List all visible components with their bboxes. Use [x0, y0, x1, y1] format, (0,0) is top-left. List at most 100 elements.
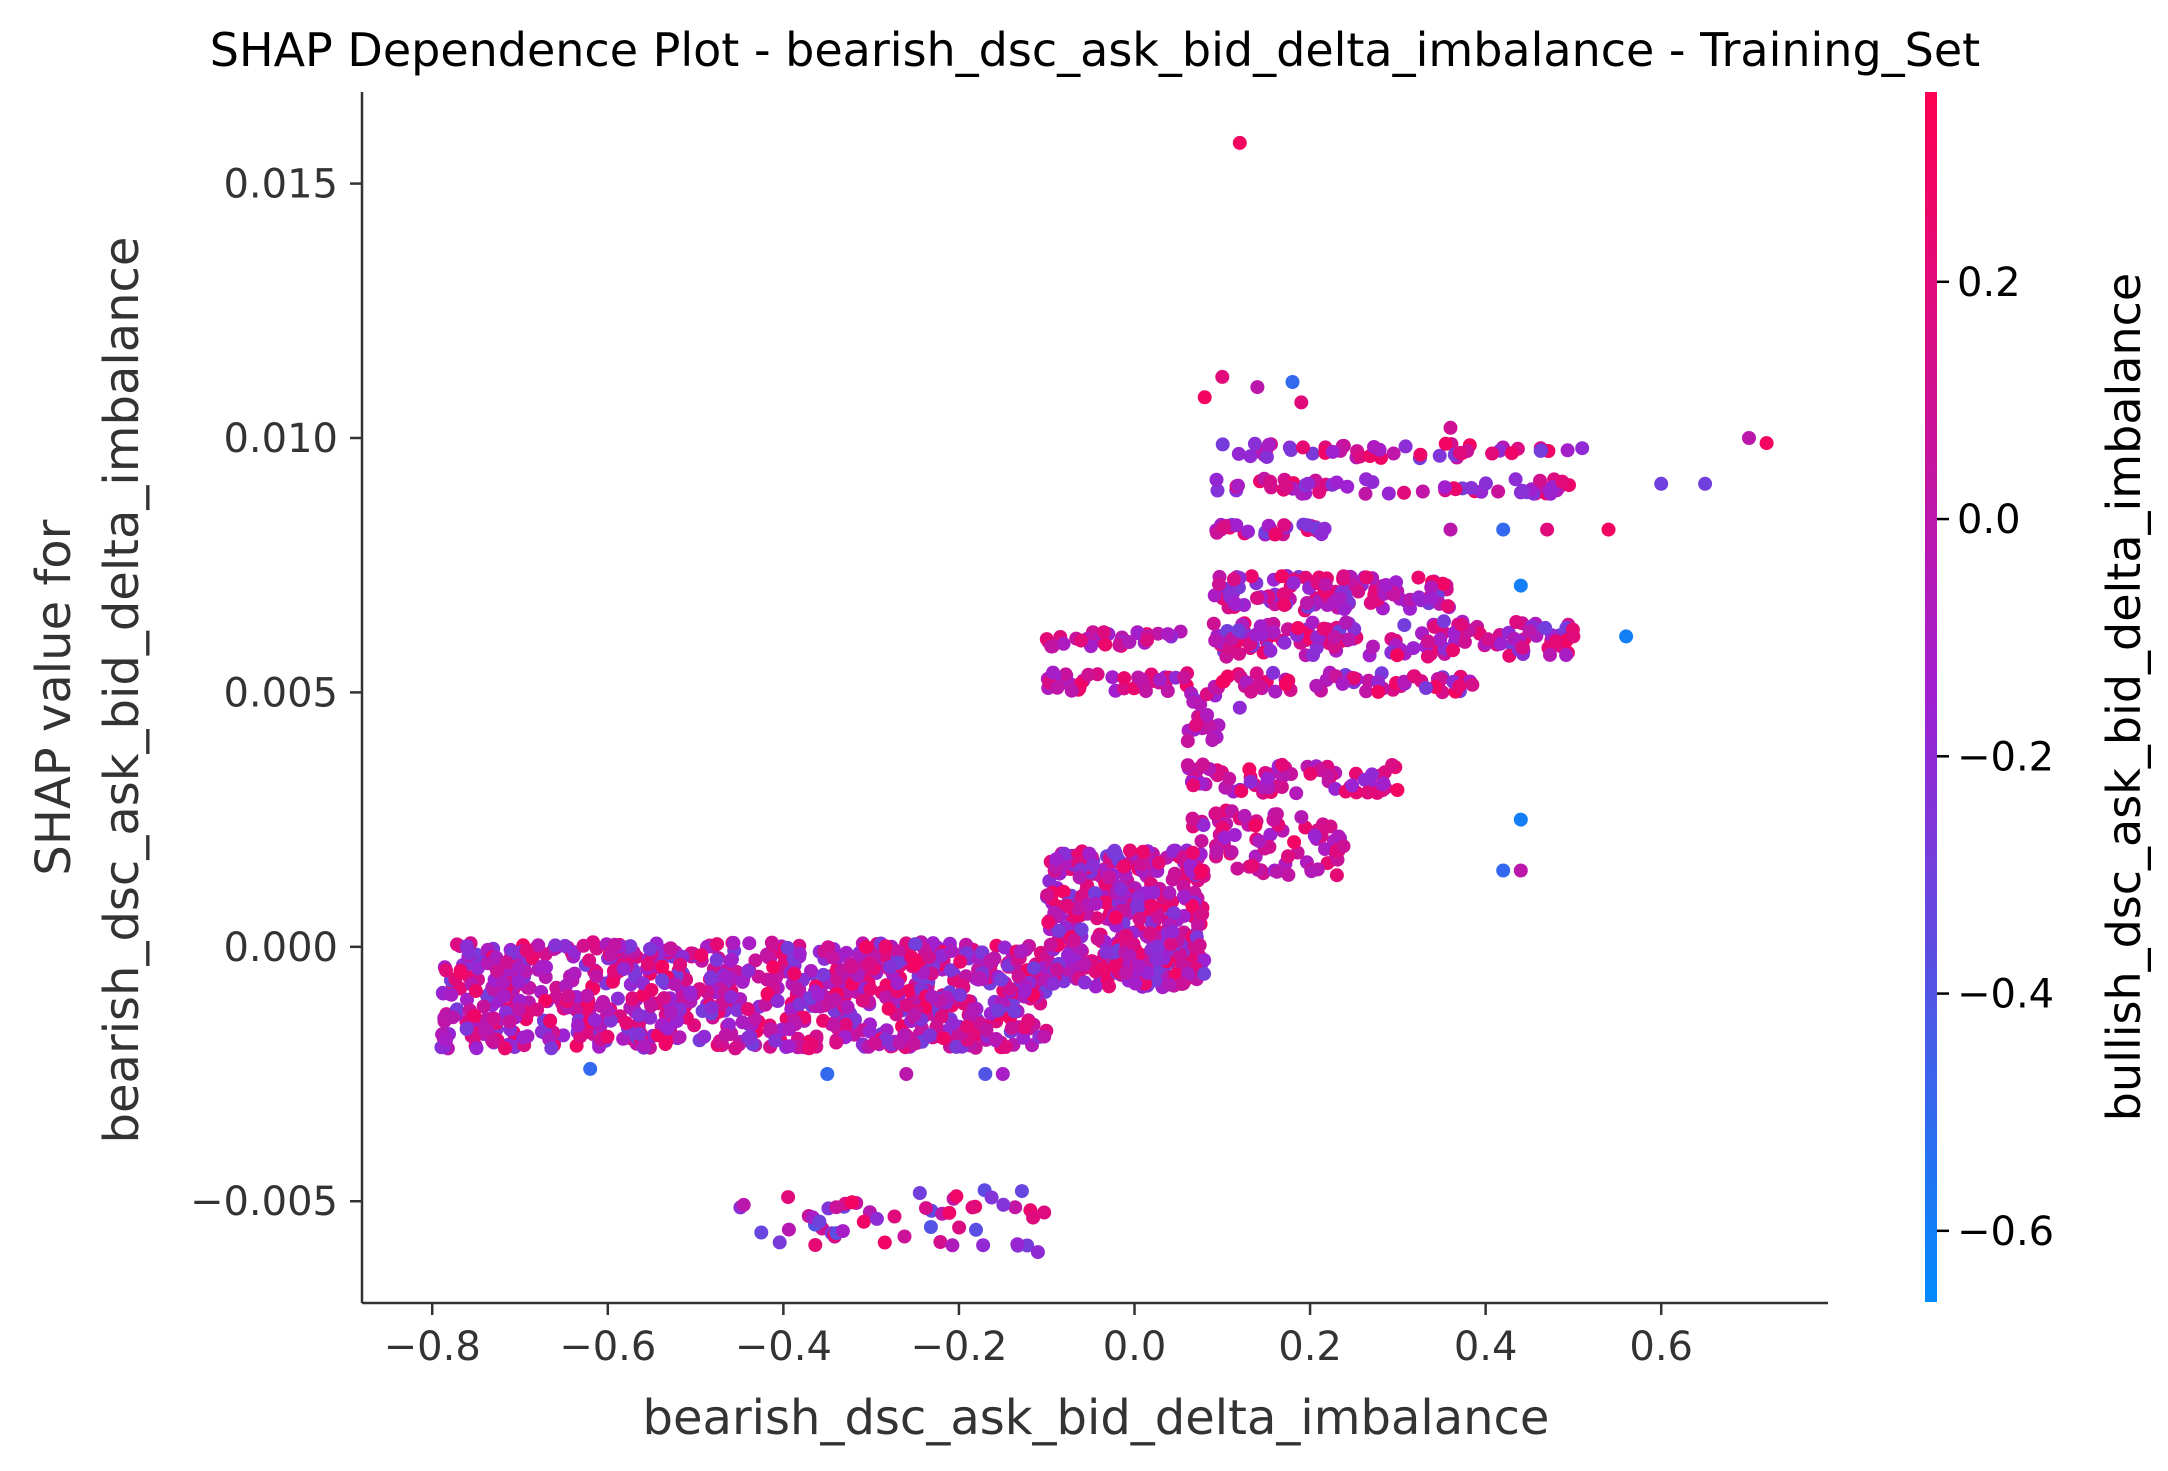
data-point — [887, 1209, 902, 1224]
data-point — [1301, 476, 1315, 491]
data-point — [1215, 437, 1230, 452]
y-axis-label-line-2: bearish_dsc_ask_bid_delta_imbalance — [94, 237, 150, 1144]
data-point — [1043, 937, 1058, 952]
data-point — [1231, 446, 1246, 461]
data-point — [623, 939, 638, 954]
data-point — [919, 1201, 933, 1216]
data-point — [764, 935, 779, 950]
data-point — [697, 1029, 712, 1044]
data-point — [942, 1205, 957, 1220]
colorbar-tick-label: 0.2 — [1957, 260, 2021, 306]
data-point — [485, 1034, 500, 1049]
data-point — [1411, 570, 1426, 585]
x-tick-label: −0.8 — [384, 1324, 481, 1370]
data-point — [969, 1222, 983, 1237]
data-point — [1332, 592, 1347, 606]
data-point — [1208, 633, 1223, 648]
data-point — [1193, 697, 1208, 712]
data-point — [439, 963, 453, 978]
data-point — [766, 960, 781, 975]
data-point — [1413, 447, 1428, 462]
data-point — [1186, 778, 1201, 793]
data-point — [922, 950, 937, 965]
colorbar-tick-label: −0.6 — [1957, 1209, 2054, 1255]
data-point — [1259, 450, 1274, 464]
data-point — [1070, 901, 1085, 916]
data-point — [897, 1229, 912, 1244]
data-point — [838, 1017, 853, 1032]
data-point — [469, 1041, 484, 1056]
data-point — [879, 990, 893, 1005]
data-point — [561, 989, 576, 1003]
data-point — [1142, 926, 1157, 941]
data-point — [1275, 757, 1290, 772]
data-point — [1181, 966, 1196, 981]
data-point — [1088, 886, 1102, 901]
data-point — [1421, 634, 1435, 649]
data-point — [1007, 1004, 1022, 1019]
data-point — [1533, 473, 1547, 488]
data-point — [1049, 852, 1064, 867]
data-point — [1185, 845, 1200, 860]
data-point — [736, 1197, 751, 1212]
data-point — [1249, 666, 1264, 681]
data-point — [587, 1012, 602, 1027]
data-point — [1232, 135, 1247, 150]
data-point — [1281, 849, 1295, 864]
data-point — [1119, 928, 1134, 943]
data-point — [1056, 636, 1071, 651]
data-point — [881, 1001, 896, 1016]
data-point — [683, 985, 698, 1000]
data-point — [758, 997, 773, 1012]
data-point — [1164, 936, 1179, 951]
data-point — [1513, 812, 1528, 827]
data-point — [1194, 834, 1209, 849]
data-point — [1249, 627, 1264, 642]
data-point — [869, 1211, 884, 1226]
data-point — [1305, 615, 1320, 630]
data-point — [1123, 843, 1137, 858]
data-point — [1102, 979, 1116, 994]
data-point — [600, 1029, 615, 1044]
data-point — [1509, 615, 1524, 629]
data-point — [1074, 922, 1089, 937]
data-point — [953, 954, 968, 969]
data-point — [979, 1023, 994, 1037]
data-point — [1543, 647, 1557, 662]
data-point — [789, 981, 804, 996]
data-point — [1300, 596, 1314, 610]
data-point — [1352, 449, 1367, 464]
data-point — [1209, 806, 1223, 821]
data-point — [567, 966, 582, 981]
data-point — [1698, 476, 1713, 491]
data-point — [1242, 762, 1257, 777]
data-point — [1030, 1245, 1045, 1260]
data-point — [694, 948, 709, 963]
data-point — [1390, 783, 1405, 797]
data-point — [1276, 587, 1291, 602]
data-point — [845, 1195, 859, 1210]
data-point — [1325, 444, 1340, 459]
data-point — [1050, 680, 1065, 695]
data-point — [821, 940, 836, 955]
data-point — [657, 991, 672, 1006]
x-axis-label: bearish_dsc_ask_bid_delta_imbalance — [643, 1390, 1550, 1446]
data-point — [663, 1005, 678, 1020]
data-point — [1304, 864, 1319, 879]
data-point — [1017, 984, 1032, 998]
data-point — [743, 1029, 758, 1044]
data-point — [772, 1235, 787, 1250]
data-point — [1435, 576, 1450, 591]
data-point — [936, 1031, 951, 1046]
data-point — [502, 1014, 517, 1029]
data-point — [1566, 629, 1581, 644]
data-point — [1316, 621, 1331, 636]
data-point — [512, 1002, 527, 1017]
data-point — [997, 940, 1012, 955]
data-point — [1287, 835, 1302, 850]
data-point — [1443, 420, 1458, 435]
data-point — [718, 970, 733, 985]
data-point — [1058, 667, 1073, 682]
colorbar-ticks: 0.2 0.0 −0.2 −0.4 −0.6 — [1937, 260, 2054, 1255]
data-point — [984, 1190, 999, 1205]
